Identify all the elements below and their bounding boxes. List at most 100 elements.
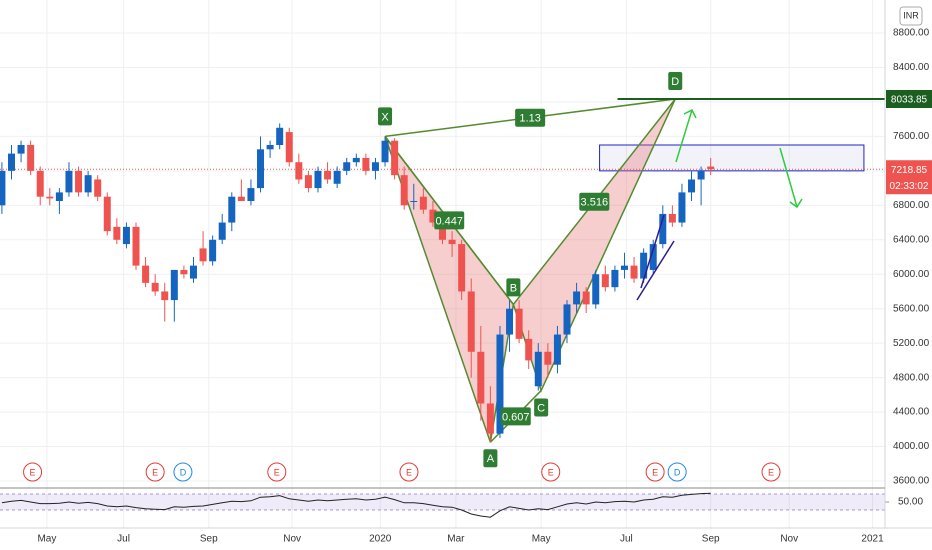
x-tick-label: Mar (447, 534, 465, 545)
x-tick-label: Jul (620, 534, 633, 545)
pattern-label: D (671, 76, 679, 88)
candle-body (391, 140, 399, 176)
y-tick-label: 6000.00 (893, 269, 930, 280)
event-marker (761, 462, 781, 482)
candle-body (592, 274, 600, 305)
candle-body (371, 162, 379, 171)
candle-body (467, 291, 475, 352)
arrow-down (779, 147, 803, 209)
candle-body (103, 196, 111, 232)
candle-body (209, 239, 217, 262)
pattern-label: A (487, 453, 495, 465)
candle-body (199, 248, 207, 262)
x-tick-label: 2021 (861, 534, 884, 545)
candle-body (400, 175, 408, 206)
event-label: E (548, 467, 554, 477)
pattern-label-box (668, 72, 683, 91)
candle-body (448, 239, 456, 245)
candle-body (276, 127, 284, 146)
axes: 3600.00 4000.00 4400.00 4800.00 5200.00 5600.… (37, 28, 932, 545)
x-tick-label: Nov (780, 534, 798, 545)
candle-body (486, 403, 494, 434)
pattern-label-box (483, 449, 498, 468)
event-label: E (30, 467, 36, 477)
channel (640, 214, 665, 289)
candle-body (458, 244, 466, 292)
candle-body (7, 153, 15, 171)
candle-body (649, 244, 657, 270)
pattern-label-box (434, 211, 465, 230)
candle-body (620, 265, 628, 270)
candle-body (611, 269, 619, 288)
candle-body (218, 222, 226, 240)
pattern-label-box (534, 398, 549, 417)
event-marker (667, 462, 687, 482)
candle-body (142, 265, 150, 283)
pattern-label-box (515, 108, 546, 127)
candle-body (697, 170, 705, 180)
pattern-label-box (579, 192, 610, 211)
x-tick-label: May (532, 534, 551, 545)
x-tick-label: Nov (283, 534, 301, 545)
candle-body (122, 226, 130, 245)
candle-body (36, 170, 44, 197)
y-tick-label: 4800.00 (893, 372, 930, 383)
candle-body (132, 226, 140, 266)
y-tick-label: 8800.00 (893, 28, 930, 39)
candle-body (688, 179, 696, 193)
currency-badge[interactable] (899, 6, 923, 26)
candle-body (113, 226, 121, 240)
plot: X A B C D 1.13 0.447 3.516 0.607 E E D E E E E D E (0, 72, 889, 518)
y-tick-label: 6800.00 (893, 200, 930, 211)
y-tick-label: 4400.00 (893, 407, 930, 418)
last-price-tag (886, 160, 932, 195)
rsi-band (0, 494, 885, 510)
candle-body (477, 351, 485, 404)
event-label: E (406, 467, 412, 477)
candle-body (65, 170, 73, 193)
candle-body (189, 265, 197, 279)
candle-body (419, 196, 427, 210)
candle-body (228, 196, 236, 223)
y-tick-label: 6400.00 (893, 234, 930, 245)
candle-body (630, 265, 638, 279)
candle-body (496, 334, 504, 434)
candle-body (151, 282, 159, 292)
pattern-label: X (381, 111, 389, 123)
candle-body (410, 201, 418, 203)
candle-body (573, 291, 581, 305)
event-label: E (274, 467, 280, 477)
event-marker (541, 462, 561, 482)
level-label: 8033.85 (891, 95, 928, 106)
candle-body (515, 308, 523, 339)
candle-body (534, 351, 542, 387)
pattern-label: 3.516 (581, 197, 609, 209)
event-marker (399, 462, 419, 482)
candle-body (563, 304, 571, 335)
currency: INR (903, 10, 919, 20)
event-label: E (768, 467, 774, 477)
candle-body (343, 162, 351, 171)
candle-body (55, 192, 63, 202)
y-tick-label: 3600.00 (893, 476, 930, 487)
candle-body (247, 188, 255, 202)
pattern-label-box (506, 278, 521, 297)
candle-body (707, 166, 715, 170)
y-tick-label: 5600.00 (893, 303, 930, 314)
grid (0, 0, 885, 528)
y-tick-label: 7600.00 (893, 131, 930, 142)
candle-body (668, 213, 676, 223)
y-tick-label: 8400.00 (893, 62, 930, 73)
event-marker (267, 462, 287, 482)
x-tick-label: Sep (200, 534, 218, 545)
x-tick-label: Jul (117, 534, 130, 545)
x-tick-label: 2020 (369, 534, 392, 545)
candle-body (582, 291, 590, 305)
candle-body (94, 179, 102, 197)
x-tick-label: Sep (702, 534, 720, 545)
event-label: D (674, 467, 681, 477)
candle-body (506, 308, 514, 335)
pattern-label: B (510, 282, 517, 294)
candle-body (544, 351, 552, 365)
